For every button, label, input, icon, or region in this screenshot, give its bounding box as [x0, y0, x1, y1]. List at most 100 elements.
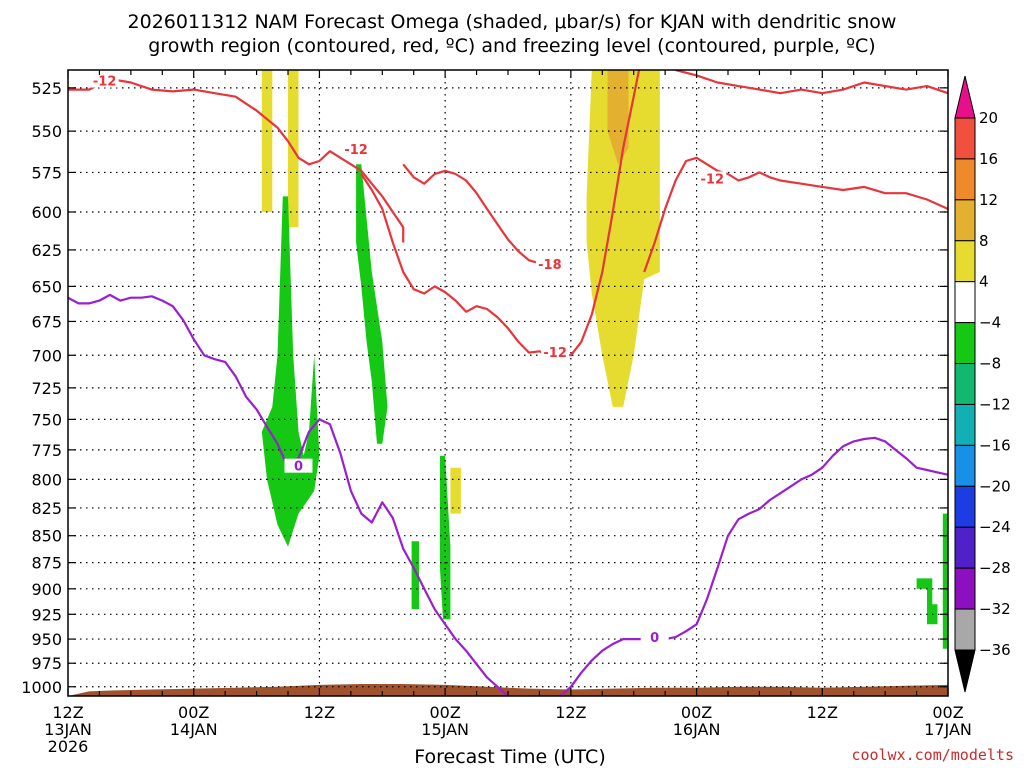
contour-label-bg-freezing_right — [640, 630, 669, 645]
contour-dgz_right — [643, 156, 948, 273]
colorbar-top-arrow — [954, 75, 976, 119]
contour-label-freezing_right: 0 — [650, 631, 659, 646]
y-tick-label-925: 925 — [31, 605, 62, 624]
omega-shade-6 — [356, 164, 388, 444]
x-tick-label-12-0: 12Z — [52, 703, 83, 722]
colorbar-swatch-8 — [954, 444, 976, 487]
colorbar-swatch-6 — [954, 363, 976, 405]
x-tick-label-36-0: 12Z — [304, 703, 335, 722]
y-tick-label-1000: 1000 — [21, 678, 62, 697]
y-tick-label-825: 825 — [31, 499, 62, 518]
y-tick-label-850: 850 — [31, 527, 62, 546]
x-tick-label-72-1: 16JAN — [673, 720, 721, 739]
colorbar-label-12: −32 — [979, 600, 1011, 618]
contour-label-bg-dgz_upper — [342, 142, 371, 157]
omega-shade-2 — [586, 70, 660, 407]
credit-text: coolwx.com/modelts — [851, 746, 1014, 764]
y-tick-label-550: 550 — [31, 122, 62, 141]
x-tick-label-48-0: 00Z — [429, 703, 460, 722]
y-tick-label-875: 875 — [31, 554, 62, 573]
contour-dgz_upper — [68, 77, 405, 243]
colorbar-label-0: 20 — [979, 109, 998, 127]
contour-label-freezing: 0 — [294, 460, 303, 475]
x-tick-label-60-0: 12Z — [555, 703, 586, 722]
contour-dgz_upper2 — [402, 163, 551, 268]
y-tick-label-525: 525 — [31, 79, 62, 98]
colorbar-label-6: −8 — [979, 355, 1001, 373]
y-tick-label-950: 950 — [31, 630, 62, 649]
contour-label-bg-freezing — [284, 458, 313, 473]
contour-dgz_lower — [360, 70, 641, 357]
colorbar-swatch-5 — [954, 322, 976, 365]
x-tick-label-72-0: 00Z — [681, 703, 712, 722]
colorbar-swatch-12 — [954, 608, 976, 651]
y-tick-label-575: 575 — [31, 163, 62, 182]
contour-label-bg-topleft — [90, 73, 119, 88]
y-tick-label-650: 650 — [31, 277, 62, 296]
omega-shade-4 — [450, 467, 461, 514]
omega-shade-7 — [411, 541, 419, 610]
y-tick-label-975: 975 — [31, 654, 62, 673]
y-tick-label-800: 800 — [31, 470, 62, 489]
colorbar-swatch-10 — [954, 526, 976, 569]
contour-label-topleft: -12 — [93, 75, 117, 90]
x-tick-label-24-1: 14JAN — [170, 720, 218, 739]
y-tick-label-675: 675 — [31, 312, 62, 331]
omega-shade-8 — [439, 455, 451, 620]
colorbar-swatch-1 — [954, 158, 976, 201]
colorbar-bottom-arrow — [954, 649, 976, 693]
colorbar-label-10: −24 — [979, 518, 1011, 536]
contour-freezing_right — [559, 436, 948, 696]
contour-label-dgz_lower: -12 — [543, 346, 567, 361]
contour-label-bg-dgz_upper2 — [535, 257, 564, 272]
omega-shade-10 — [942, 513, 948, 649]
omega-shade-3 — [607, 70, 629, 165]
y-tick-label-900: 900 — [31, 580, 62, 599]
plot-frame — [67, 69, 949, 697]
colorbar-label-7: −12 — [979, 395, 1011, 413]
colorbar-label-1: 16 — [979, 150, 998, 168]
y-tick-label-625: 625 — [31, 241, 62, 260]
contour-label-dgz_upper2: -18 — [538, 258, 562, 273]
y-tick-label-775: 775 — [31, 441, 62, 460]
colorbar-swatch-11 — [954, 567, 976, 610]
omega-shade-9 — [916, 578, 938, 625]
colorbar-swatch-3 — [954, 240, 976, 283]
colorbar-swatch-0 — [954, 117, 976, 160]
colorbar-label-4: 4 — [979, 273, 989, 291]
colorbar-swatch-7 — [954, 403, 976, 446]
x-tick-label-12-2: 2026 — [48, 737, 89, 756]
colorbar-label-9: −20 — [979, 477, 1011, 495]
x-axis-label: Forecast Time (UTC) — [414, 746, 605, 768]
contour-label-bg-dgz_right — [698, 171, 727, 186]
colorbar-swatch-9 — [954, 485, 976, 528]
x-tick-label-84-0: 12Z — [807, 703, 838, 722]
colorbar-label-13: −36 — [979, 641, 1011, 659]
colorbar-label-2: 12 — [979, 191, 998, 209]
colorbar-label-11: −28 — [979, 559, 1011, 577]
y-tick-label-725: 725 — [31, 379, 62, 398]
omega-shade-5 — [261, 196, 320, 547]
contour-label-dgz_upper: -12 — [344, 143, 368, 158]
omega-shade-0 — [261, 70, 273, 212]
colorbar-label-5: −4 — [979, 314, 1001, 332]
plot-inner: -12 -12 -18 -12 0 0 -12 — [68, 70, 948, 696]
colorbar-label-3: 8 — [979, 232, 989, 250]
colorbar-swatch-4 — [954, 281, 976, 324]
contour-label-bg-dgz_lower — [541, 344, 570, 359]
y-tick-label-600: 600 — [31, 203, 62, 222]
x-tick-label-96-1: 17JAN — [924, 720, 972, 739]
colorbar-swatch-2 — [954, 199, 976, 242]
chart-title-line1: 2026011312 NAM Forecast Omega (shaded, μ… — [128, 11, 897, 33]
plot-area: -12 -12 -18 -12 0 0 -12 525 550 575 600 625 650 675 70… — [21, 69, 972, 756]
y-tick-label-700: 700 — [31, 346, 62, 365]
colorbar-label-8: −16 — [979, 436, 1011, 454]
x-tick-label-24-0: 00Z — [178, 703, 209, 722]
x-tick-label-12-1: 13JAN — [44, 720, 92, 739]
x-tick-label-48-1: 15JAN — [421, 720, 469, 739]
y-tick-label-750: 750 — [31, 410, 62, 429]
chart-title-line2: growth region (contoured, red, ºC) and f… — [148, 35, 875, 57]
contour-dgz_top_right — [675, 70, 948, 95]
x-tick-label-96-0: 00Z — [932, 703, 963, 722]
